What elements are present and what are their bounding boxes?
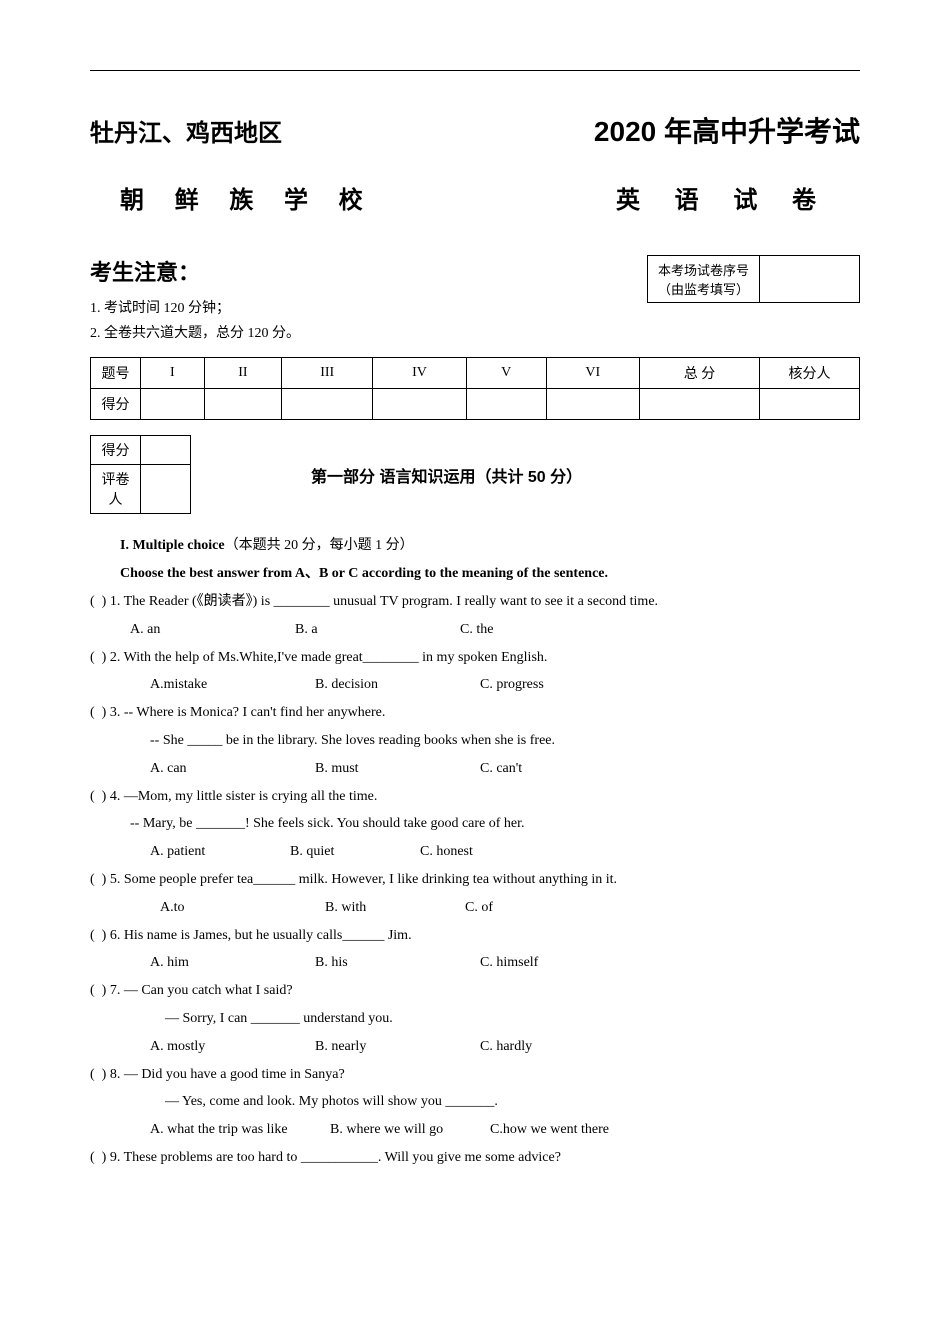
seq-line1: 本考场试卷序号	[658, 260, 749, 279]
question-5-choice-C: C. of	[465, 896, 565, 920]
mini-blank-1[interactable]	[141, 436, 191, 465]
seq-line2: （由监考填写）	[658, 279, 749, 298]
score-header-row: 题号 I II III IV V VI 总 分 核分人	[91, 358, 860, 389]
school-name: 朝 鲜 族 学 校	[120, 180, 375, 215]
section-title: 第一部分 语言知识运用（共计 50 分）	[311, 463, 582, 487]
question-8-choices: A. what the trip was likeB. where we wil…	[150, 1118, 860, 1142]
score-blank-2[interactable]	[204, 389, 281, 420]
question-7: ( ) 7. — Can you catch what I said?	[90, 979, 860, 1003]
question-4-choices: A. patientB. quietC. honest	[150, 840, 860, 864]
question-7-followup: — Sorry, I can _______ understand you.	[165, 1007, 860, 1031]
question-2: ( ) 2. With the help of Ms.White,I've ma…	[90, 646, 860, 670]
question-4-followup: -- Mary, be _______! She feels sick. You…	[130, 812, 860, 836]
question-5: ( ) 5. Some people prefer tea______ milk…	[90, 868, 860, 892]
question-4-choice-B: B. quiet	[290, 840, 420, 864]
score-blank-3[interactable]	[282, 389, 373, 420]
region-text: 牡丹江、鸡西地区	[90, 113, 282, 148]
score-col-8: 核分人	[760, 358, 860, 389]
question-4-choice-A: A. patient	[150, 840, 290, 864]
question-7-choice-A: A. mostly	[150, 1035, 315, 1059]
question-6-choice-B: B. his	[315, 951, 480, 975]
mini-label-2: 评卷人	[91, 465, 141, 514]
score-col-6: VI	[546, 358, 639, 389]
question-7-choice-C: C. hardly	[480, 1035, 645, 1059]
question-3-choices: A. canB. mustC. can't	[150, 757, 860, 781]
question-3-choice-B: B. must	[315, 757, 480, 781]
question-3-choice-C: C. can't	[480, 757, 645, 781]
score-col-1: I	[141, 358, 205, 389]
notice-left: 考生注意： 1. 考试时间 120 分钟； 2. 全卷共六道大题，总分 120 …	[90, 255, 627, 347]
questions-container: ( ) 1. The Reader (《朗读者》) is ________ un…	[90, 590, 860, 1170]
question-1-choice-C: C. the	[460, 618, 625, 642]
question-8-followup: — Yes, come and look. My photos will sho…	[165, 1090, 860, 1114]
score-blank-8[interactable]	[760, 389, 860, 420]
score-col-4: IV	[373, 358, 466, 389]
section-row: 得分 评卷人 第一部分 语言知识运用（共计 50 分）	[90, 435, 860, 514]
notice-item-2: 2. 全卷共六道大题，总分 120 分。	[90, 322, 627, 342]
score-col-3: III	[282, 358, 373, 389]
year-title: 2020 年高中升学考试	[594, 110, 860, 150]
score-blank-6[interactable]	[546, 389, 639, 420]
subject-name: 英 语 试 卷	[616, 180, 830, 215]
seq-text-cell: 本考场试卷序号 （由监考填写）	[647, 256, 759, 303]
header-row-1: 牡丹江、鸡西地区 2020 年高中升学考试	[90, 110, 860, 150]
score-col-7: 总 分	[640, 358, 760, 389]
header-row-2: 朝 鲜 族 学 校 英 语 试 卷	[90, 180, 860, 215]
score-label-1: 题号	[91, 358, 141, 389]
mini-blank-2[interactable]	[141, 465, 191, 514]
question-6-choices: A. himB. hisC. himself	[150, 951, 860, 975]
score-blank-5[interactable]	[466, 389, 546, 420]
question-9: ( ) 9. These problems are too hard to __…	[90, 1146, 860, 1170]
question-4: ( ) 4. —Mom, my little sister is crying …	[90, 785, 860, 809]
mini-score-table: 得分 评卷人	[90, 435, 191, 514]
question-8-choice-C: C.how we went there	[490, 1118, 650, 1142]
instruction: Choose the best answer from A、B or C acc…	[120, 562, 860, 582]
question-6-choice-C: C. himself	[480, 951, 645, 975]
question-7-choice-B: B. nearly	[315, 1035, 480, 1059]
sub-title: I. Multiple choice（本题共 20 分，每小题 1 分）	[120, 534, 860, 554]
question-8: ( ) 8. — Did you have a good time in San…	[90, 1063, 860, 1087]
question-5-choice-A: A.to	[160, 896, 325, 920]
question-2-choice-C: C. progress	[480, 673, 645, 697]
question-1-choice-A: A. an	[130, 618, 295, 642]
question-3-followup: -- She _____ be in the library. She love…	[150, 729, 860, 753]
score-col-2: II	[204, 358, 281, 389]
question-4-choice-C: C. honest	[420, 840, 520, 864]
question-5-choice-B: B. with	[325, 896, 465, 920]
question-6-choice-A: A. him	[150, 951, 315, 975]
question-1: ( ) 1. The Reader (《朗读者》) is ________ un…	[90, 590, 860, 614]
question-2-choices: A.mistakeB. decisionC. progress	[150, 673, 860, 697]
score-label-2: 得分	[91, 389, 141, 420]
question-2-choice-A: A.mistake	[150, 673, 315, 697]
score-col-5: V	[466, 358, 546, 389]
score-value-row: 得分	[91, 389, 860, 420]
sub-title-cn: （本题共 20 分，每小题 1 分）	[225, 538, 414, 553]
question-1-choices: A. anB. aC. the	[130, 618, 860, 642]
question-8-choice-A: A. what the trip was like	[150, 1118, 330, 1142]
question-7-choices: A. mostlyB. nearlyC. hardly	[150, 1035, 860, 1059]
score-blank-1[interactable]	[141, 389, 205, 420]
question-3: ( ) 3. -- Where is Monica? I can't find …	[90, 701, 860, 725]
sub-title-en: I. Multiple choice	[120, 538, 225, 553]
score-blank-7[interactable]	[640, 389, 760, 420]
score-table: 题号 I II III IV V VI 总 分 核分人 得分	[90, 357, 860, 420]
question-6: ( ) 6. His name is James, but he usually…	[90, 924, 860, 948]
notice-item-1: 1. 考试时间 120 分钟；	[90, 297, 627, 317]
sequence-table: 本考场试卷序号 （由监考填写）	[647, 255, 860, 303]
question-3-choice-A: A. can	[150, 757, 315, 781]
score-blank-4[interactable]	[373, 389, 466, 420]
question-5-choices: A.toB. withC. of	[160, 896, 860, 920]
question-8-choice-B: B. where we will go	[330, 1118, 490, 1142]
question-2-choice-B: B. decision	[315, 673, 480, 697]
top-divider	[90, 70, 860, 71]
notice-title: 考生注意：	[90, 255, 627, 287]
seq-blank-cell[interactable]	[760, 256, 860, 303]
notice-row: 考生注意： 1. 考试时间 120 分钟； 2. 全卷共六道大题，总分 120 …	[90, 255, 860, 347]
mini-label-1: 得分	[91, 436, 141, 465]
question-1-choice-B: B. a	[295, 618, 460, 642]
